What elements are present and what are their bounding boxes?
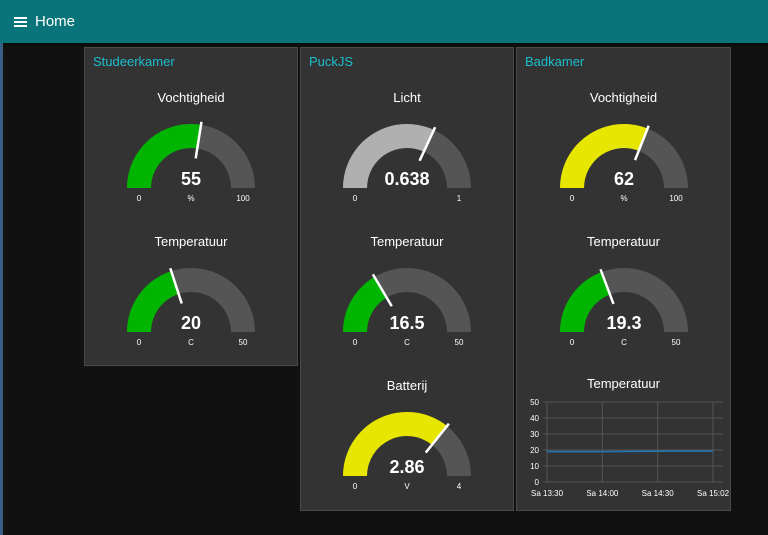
gauge-max: 100 [236, 194, 250, 203]
chart-title: Temperatuur [587, 376, 660, 391]
gauge-value: 55 [181, 169, 201, 189]
x-tick-label: Sa 14:30 [642, 489, 675, 498]
gauge-unit: C [621, 338, 627, 347]
gauge-svg: 0.638 0 1 [343, 124, 471, 203]
gauge-fill [343, 412, 448, 476]
group-studeerkamer: Studeerkamer Vochtigheid 55% 0 100 Tempera… [84, 47, 298, 366]
gauge-value: 0.638 [384, 169, 429, 189]
y-tick-label: 50 [530, 398, 539, 407]
gauge-max: 50 [671, 338, 680, 347]
gauge-min: 0 [353, 482, 358, 491]
gauge-fill [127, 124, 202, 188]
y-tick-label: 40 [530, 414, 539, 423]
gauge-label: Vochtigheid [589, 90, 658, 105]
gauge-label: Licht [393, 90, 421, 105]
gauge-needle [194, 121, 203, 159]
gauge-needle [418, 126, 437, 162]
gauge-fill [343, 276, 387, 332]
menu-icon[interactable] [14, 16, 27, 27]
gauge-temperature: 16.5 C 0 50 [301, 262, 513, 352]
group-title: Badkamer [525, 54, 585, 69]
gauge-unit: % [187, 194, 194, 203]
temperature-chart: 50 40 30 20 10 0 Sa 13:30 Sa 14:00 Sa 14:30 Sa 15… [517, 392, 731, 507]
gauge-label: Temperatuur [370, 234, 444, 249]
gauge-humidity: 55% 0 100 [85, 118, 297, 208]
group-title: PuckJS [309, 54, 354, 69]
gauge-min: 0 [353, 338, 358, 347]
left-edge [0, 43, 3, 535]
gauge-needle [598, 268, 615, 305]
gauge-min: 0 [137, 338, 142, 347]
gauge-label: Temperatuur [154, 234, 228, 249]
gauge-label: Batterij [386, 378, 428, 393]
gauge-max: 4 [457, 482, 462, 491]
gauge-fill [343, 124, 434, 188]
gauge-label: Vochtigheid [157, 90, 225, 105]
gauge-label: Temperatuur [587, 234, 660, 249]
gauge-max: 100 [669, 194, 683, 203]
group-puckjs: PuckJS Licht 0.638 0 1 Temperatuur 16.5 C 0 5… [300, 47, 514, 511]
gauge-temperature: 19.3 C 0 50 [517, 262, 730, 352]
gauge-value: 19.3 [606, 313, 641, 333]
gauge-min: 0 [569, 338, 574, 347]
gauge-value: 16.5 [389, 313, 424, 333]
y-tick-label: 20 [530, 446, 539, 455]
gauge-unit: C [404, 338, 410, 347]
group-badkamer: Badkamer Vochtigheid 62% 0 100 Temperatuur… [516, 47, 731, 511]
gauge-unit: % [620, 194, 627, 203]
gauge-min: 0 [353, 194, 358, 203]
gauge-needle [169, 267, 183, 304]
gauge-fill [559, 124, 648, 188]
gauge-svg: 20 C 0 50 [127, 267, 255, 347]
gauge-svg: 19.3 C 0 50 [559, 268, 688, 347]
gauge-unit: C [188, 338, 194, 347]
gauge-needle [371, 273, 393, 307]
gauge-max: 50 [239, 338, 248, 347]
gauge-value: 62 [613, 169, 633, 189]
y-tick-label: 0 [535, 478, 540, 487]
gauge-min: 0 [137, 194, 142, 203]
gauge-fill [559, 272, 610, 332]
top-bar: Home [0, 0, 768, 43]
gauge-needle [633, 125, 650, 161]
gauge-humidity: 62% 0 100 [517, 118, 730, 208]
gauge-svg: 16.5 C 0 50 [343, 268, 471, 347]
x-tick-label: Sa 15:02 [697, 489, 730, 498]
gauge-unit: V [404, 482, 410, 491]
gauge-svg: 62% 0 100 [559, 124, 688, 203]
y-tick-label: 10 [530, 462, 539, 471]
group-title: Studeerkamer [93, 54, 175, 69]
gauge-light: 0.638 0 1 [301, 118, 513, 208]
gauge-svg: 55% 0 100 [127, 121, 255, 203]
page-title: Home [35, 13, 76, 30]
gauge-battery: 2.86 V 0 4 [301, 406, 513, 496]
gauge-needle [424, 422, 450, 454]
gauge-fill [127, 271, 179, 332]
gauge-svg: 2.86 V 0 4 [343, 412, 471, 491]
gauge-value: 2.86 [389, 457, 424, 477]
gauge-max: 1 [457, 194, 462, 203]
x-tick-label: Sa 14:00 [586, 489, 619, 498]
gauge-value: 20 [181, 313, 201, 333]
gauge-min: 0 [569, 194, 574, 203]
gauge-max: 50 [455, 338, 464, 347]
y-tick-label: 30 [530, 430, 539, 439]
x-tick-label: Sa 13:30 [531, 489, 564, 498]
chart-svg: 50 40 30 20 10 0 Sa 13:30 Sa 14:00 Sa 14:30 Sa 15… [530, 398, 730, 498]
gauge-temperature: 20 C 0 50 [85, 262, 297, 352]
